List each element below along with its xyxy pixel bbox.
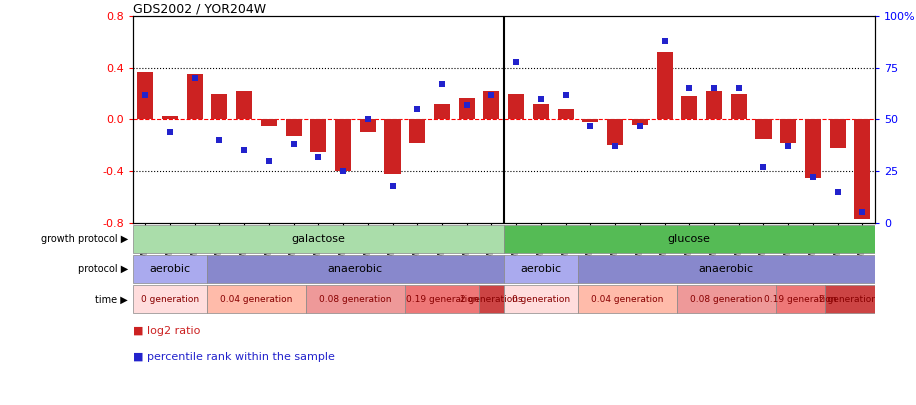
Text: 0 generation: 0 generation bbox=[141, 295, 199, 304]
Bar bbox=[207, 255, 504, 284]
Bar bbox=[207, 285, 306, 313]
Point bbox=[311, 153, 325, 160]
Point bbox=[236, 147, 251, 153]
Bar bbox=[311, 119, 326, 152]
Point bbox=[459, 102, 474, 108]
Bar bbox=[805, 119, 821, 177]
Point bbox=[385, 182, 399, 189]
Point bbox=[756, 164, 770, 170]
Point bbox=[558, 92, 572, 98]
Text: protocol ▶: protocol ▶ bbox=[78, 264, 128, 274]
Point bbox=[335, 168, 350, 174]
Bar bbox=[780, 119, 796, 143]
Bar bbox=[133, 285, 207, 313]
Bar bbox=[677, 285, 776, 313]
Bar bbox=[479, 285, 504, 313]
Point bbox=[682, 85, 696, 92]
Text: anaerobic: anaerobic bbox=[328, 264, 383, 274]
Point bbox=[162, 129, 177, 135]
Text: anaerobic: anaerobic bbox=[699, 264, 754, 274]
Bar bbox=[825, 285, 875, 313]
Point bbox=[706, 85, 721, 92]
Point bbox=[508, 58, 523, 65]
Text: 0 generation: 0 generation bbox=[512, 295, 570, 304]
Bar bbox=[236, 91, 252, 119]
Bar bbox=[459, 98, 474, 119]
Bar bbox=[657, 52, 672, 119]
Text: glucose: glucose bbox=[668, 234, 711, 244]
Bar bbox=[830, 119, 845, 148]
Bar bbox=[855, 119, 870, 219]
Bar bbox=[578, 285, 677, 313]
Bar bbox=[409, 119, 425, 143]
Point bbox=[583, 122, 597, 129]
Text: growth protocol ▶: growth protocol ▶ bbox=[41, 234, 128, 244]
Bar bbox=[607, 119, 623, 145]
Point bbox=[484, 92, 498, 98]
Text: 2 generations: 2 generations bbox=[819, 295, 881, 304]
Bar bbox=[558, 109, 573, 119]
Bar bbox=[405, 285, 479, 313]
Bar bbox=[682, 96, 697, 119]
Text: 0.08 generation: 0.08 generation bbox=[319, 295, 392, 304]
Text: aerobic: aerobic bbox=[149, 264, 191, 274]
Point bbox=[855, 209, 869, 215]
Text: 0.04 generation: 0.04 generation bbox=[220, 295, 293, 304]
Bar bbox=[504, 225, 875, 254]
Bar bbox=[133, 225, 504, 254]
Bar bbox=[578, 255, 875, 284]
Bar bbox=[162, 115, 178, 119]
Point bbox=[286, 141, 300, 147]
Text: 0.04 generation: 0.04 generation bbox=[591, 295, 664, 304]
Text: 2 generations: 2 generations bbox=[460, 295, 523, 304]
Bar bbox=[731, 94, 747, 119]
Bar bbox=[133, 255, 207, 284]
Point bbox=[187, 75, 202, 81]
Bar bbox=[776, 285, 825, 313]
Bar bbox=[286, 119, 301, 136]
Bar bbox=[385, 119, 400, 174]
Bar bbox=[335, 119, 351, 171]
Bar bbox=[508, 94, 524, 119]
Bar bbox=[504, 285, 578, 313]
Bar bbox=[306, 285, 405, 313]
Bar bbox=[583, 119, 598, 122]
Point bbox=[434, 81, 449, 87]
Point bbox=[806, 174, 821, 181]
Point bbox=[657, 38, 671, 44]
Point bbox=[262, 158, 277, 164]
Point bbox=[360, 116, 376, 123]
Bar bbox=[434, 104, 450, 119]
Point bbox=[533, 96, 548, 102]
Bar bbox=[504, 255, 578, 284]
Text: 0.19 generation: 0.19 generation bbox=[764, 295, 837, 304]
Point bbox=[409, 106, 424, 112]
Bar bbox=[187, 74, 202, 119]
Text: ■ percentile rank within the sample: ■ percentile rank within the sample bbox=[133, 352, 334, 362]
Text: aerobic: aerobic bbox=[520, 264, 562, 274]
Bar bbox=[484, 91, 499, 119]
Bar bbox=[261, 119, 277, 126]
Point bbox=[780, 143, 795, 149]
Bar bbox=[212, 94, 227, 119]
Point bbox=[212, 137, 226, 143]
Text: 0.08 generation: 0.08 generation bbox=[690, 295, 763, 304]
Bar bbox=[137, 72, 153, 119]
Bar bbox=[632, 119, 648, 125]
Bar bbox=[756, 119, 771, 139]
Bar bbox=[533, 104, 549, 119]
Bar bbox=[360, 119, 376, 132]
Bar bbox=[706, 91, 722, 119]
Text: 0.19 generation: 0.19 generation bbox=[406, 295, 478, 304]
Text: time ▶: time ▶ bbox=[95, 294, 128, 304]
Point bbox=[632, 122, 647, 129]
Text: GDS2002 / YOR204W: GDS2002 / YOR204W bbox=[133, 2, 266, 15]
Text: galactose: galactose bbox=[291, 234, 345, 244]
Point bbox=[830, 188, 845, 195]
Point bbox=[731, 85, 746, 92]
Text: ■ log2 ratio: ■ log2 ratio bbox=[133, 326, 201, 336]
Point bbox=[137, 92, 152, 98]
Point bbox=[608, 143, 623, 149]
